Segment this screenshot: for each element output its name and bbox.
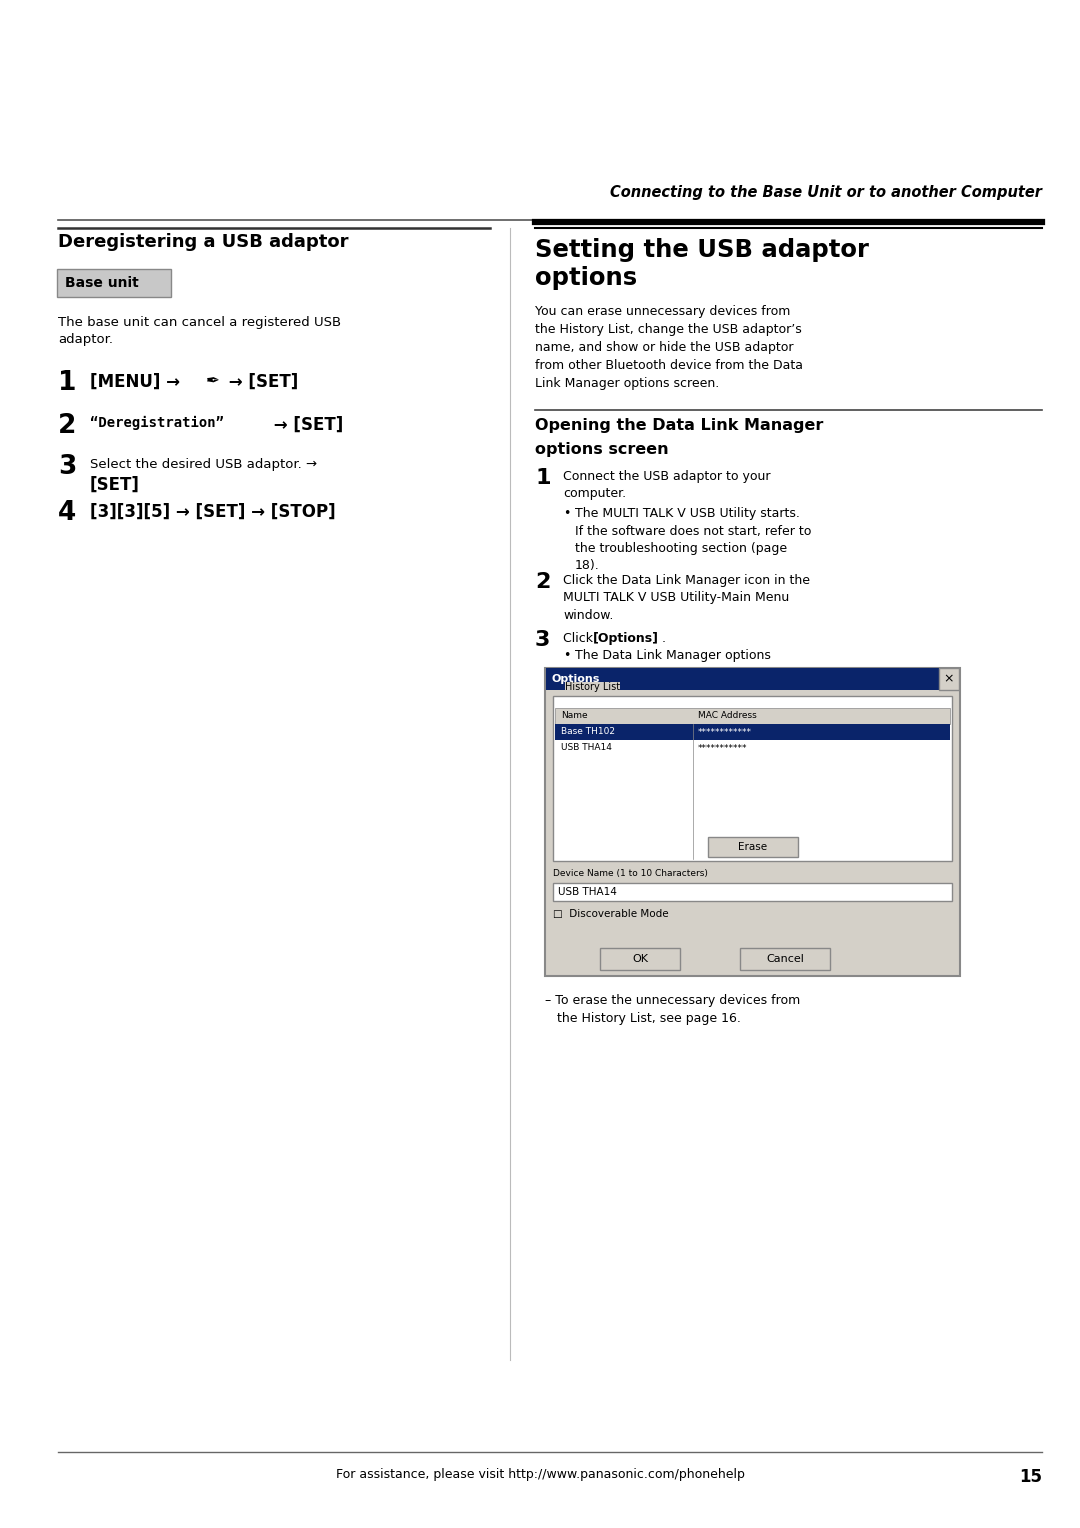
- Text: 3: 3: [535, 630, 551, 649]
- Text: USB THA14: USB THA14: [558, 886, 617, 897]
- Text: ***********: ***********: [698, 744, 747, 752]
- Text: Click the Data Link Manager icon in the
MULTI TALK V USB Utility-Main Menu
windo: Click the Data Link Manager icon in the …: [563, 575, 810, 622]
- Text: Device Name (1 to 10 Characters): Device Name (1 to 10 Characters): [553, 869, 707, 879]
- Bar: [546, 668, 939, 691]
- Text: □  Discoverable Mode: □ Discoverable Mode: [553, 909, 669, 918]
- Text: History List: History List: [565, 681, 620, 692]
- Text: options: options: [535, 266, 637, 290]
- Text: → [SET]: → [SET]: [222, 373, 298, 391]
- Text: ************: ************: [698, 727, 752, 736]
- Text: Deregistering a USB adaptor: Deregistering a USB adaptor: [58, 232, 349, 251]
- Text: ✒: ✒: [206, 373, 220, 391]
- Text: .: .: [662, 633, 666, 645]
- Text: The MULTI TALK V USB Utility starts.
If the software does not start, refer to
th: The MULTI TALK V USB Utility starts. If …: [575, 507, 811, 573]
- Text: Click: Click: [563, 633, 597, 645]
- Bar: [553, 695, 951, 860]
- Text: [Options]: [Options]: [593, 633, 659, 645]
- Text: Connect the USB adaptor to your
computer.: Connect the USB adaptor to your computer…: [563, 471, 770, 501]
- Text: Cancel: Cancel: [766, 953, 804, 964]
- Text: You can erase unnecessary devices from
the History List, change the USB adaptor’: You can erase unnecessary devices from t…: [535, 306, 804, 390]
- Text: Opening the Data Link Manager: Opening the Data Link Manager: [535, 419, 823, 432]
- Text: → [SET]: → [SET]: [268, 416, 343, 434]
- Text: “Deregistration”: “Deregistration”: [90, 416, 224, 431]
- Bar: [553, 883, 951, 902]
- Bar: [555, 707, 950, 724]
- Text: 1: 1: [58, 370, 77, 396]
- FancyBboxPatch shape: [57, 269, 171, 296]
- Text: ×: ×: [944, 672, 955, 686]
- Text: Erase: Erase: [738, 842, 767, 853]
- Text: options screen: options screen: [535, 442, 669, 457]
- Text: Select the desired USB adaptor. →: Select the desired USB adaptor. →: [90, 458, 318, 471]
- Text: Options: Options: [551, 674, 599, 685]
- Text: 4: 4: [58, 500, 77, 526]
- Text: [MENU] →: [MENU] →: [90, 373, 186, 391]
- Bar: [939, 668, 959, 691]
- Bar: [600, 947, 680, 970]
- Text: •: •: [563, 649, 570, 662]
- Text: – To erase the unnecessary devices from
   the History List, see page 16.: – To erase the unnecessary devices from …: [545, 995, 800, 1025]
- Bar: [545, 668, 960, 976]
- Text: OK: OK: [632, 953, 648, 964]
- Text: •: •: [563, 507, 570, 520]
- Text: The Data Link Manager options
screen is open.: The Data Link Manager options screen is …: [575, 649, 771, 680]
- Text: 2: 2: [535, 571, 551, 591]
- Text: Connecting to the Base Unit or to another Computer: Connecting to the Base Unit or to anothe…: [610, 185, 1042, 200]
- Bar: [740, 947, 831, 970]
- Text: Setting the USB adaptor: Setting the USB adaptor: [535, 238, 869, 261]
- Text: Base TH102: Base TH102: [561, 727, 615, 736]
- Bar: [555, 724, 950, 740]
- Text: 15: 15: [1020, 1468, 1042, 1487]
- Text: 1: 1: [535, 468, 551, 487]
- Text: The base unit can cancel a registered USB
adaptor.: The base unit can cancel a registered US…: [58, 316, 341, 345]
- Bar: [707, 837, 797, 857]
- Text: MAC Address: MAC Address: [698, 712, 757, 721]
- Text: Base unit: Base unit: [65, 277, 138, 290]
- Text: 2: 2: [58, 413, 77, 439]
- Text: [3][3][5] → [SET] → [STOP]: [3][3][5] → [SET] → [STOP]: [90, 503, 336, 521]
- Text: For assistance, please visit http://www.panasonic.com/phonehelp: For assistance, please visit http://www.…: [336, 1468, 744, 1481]
- Text: USB THA14: USB THA14: [561, 744, 612, 752]
- Text: [SET]: [SET]: [90, 477, 140, 494]
- Text: Name: Name: [561, 712, 588, 721]
- Text: 3: 3: [58, 454, 77, 480]
